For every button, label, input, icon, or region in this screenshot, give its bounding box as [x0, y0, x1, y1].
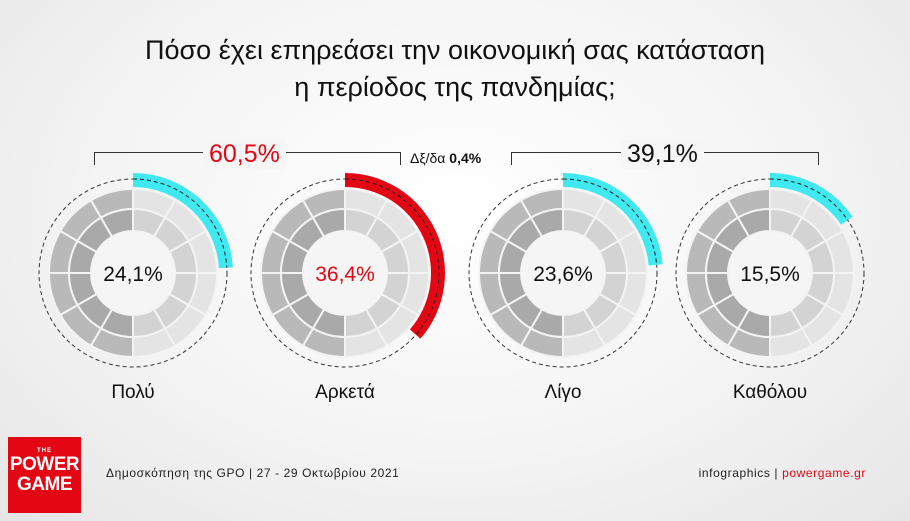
donut-ligo: 23,6%	[468, 173, 663, 368]
donut-arketa: 36,4%	[250, 173, 445, 368]
arc-dashed-overlay	[344, 178, 440, 336]
donut-hole	[729, 232, 811, 314]
category-label-poly: Πολύ	[111, 382, 155, 403]
value-label-poly: 24,1%	[103, 263, 163, 286]
value-label-katholou: 15,5%	[740, 263, 800, 286]
donut-hole	[522, 232, 604, 314]
donut-poly: 24,1%	[38, 173, 233, 368]
donut-katholou: 15,5%	[675, 172, 865, 368]
arc-dashed-overlay	[562, 178, 658, 265]
category-label-katholou: Καθόλου	[732, 382, 808, 403]
footer-credit-text: infographics |	[698, 466, 783, 480]
footer-credit: infographics | powergame.gr	[699, 466, 866, 480]
dont-know-value: 0,4%	[449, 150, 482, 166]
logo-the: THE	[37, 448, 52, 454]
value-arc-ligo	[563, 173, 663, 266]
dont-know-text: Δξ/δα	[410, 150, 446, 166]
dont-know-label: Δξ/δα 0,4%	[410, 150, 481, 166]
donut-segment-inner	[529, 207, 564, 238]
value-arc-poly	[133, 173, 233, 269]
arc-dashed-overlay	[769, 178, 849, 221]
powergame-logo: THE POWER GAME	[8, 437, 81, 513]
category-label-ligo: Λίγο	[544, 382, 582, 403]
category-label-arketa: Αρκετά	[315, 382, 375, 403]
donut-hole	[304, 232, 386, 314]
title-line-2: η περίοδος της πανδημίας;	[294, 72, 616, 102]
value-label-arketa: 36,4%	[315, 263, 375, 286]
donut-segment-inner	[99, 207, 134, 238]
donut-segment-inner	[311, 207, 346, 238]
value-arc-arketa	[345, 173, 445, 339]
donut-hole	[92, 232, 174, 314]
value-label-ligo: 23,6%	[533, 263, 593, 286]
chart-title: Πόσο έχει επηρεάσει την οικονομική σας κ…	[0, 32, 910, 106]
arc-dashed-overlay	[132, 178, 228, 268]
group-label-affected: 60,5%	[203, 140, 286, 169]
footer-source: Δημοσκόπηση της GPO | 27 - 29 Οκτωβρίου …	[106, 466, 400, 480]
logo-game: GAME	[17, 474, 73, 495]
donut-segment-inner	[736, 207, 771, 238]
title-line-1: Πόσο έχει επηρεάσει την οικονομική σας κ…	[145, 35, 765, 65]
footer-site-link: powergame.gr	[782, 466, 866, 480]
logo-power: POWER	[9, 454, 80, 475]
group-label-not-affected: 39,1%	[621, 140, 704, 169]
value-arc-katholou	[770, 172, 853, 225]
